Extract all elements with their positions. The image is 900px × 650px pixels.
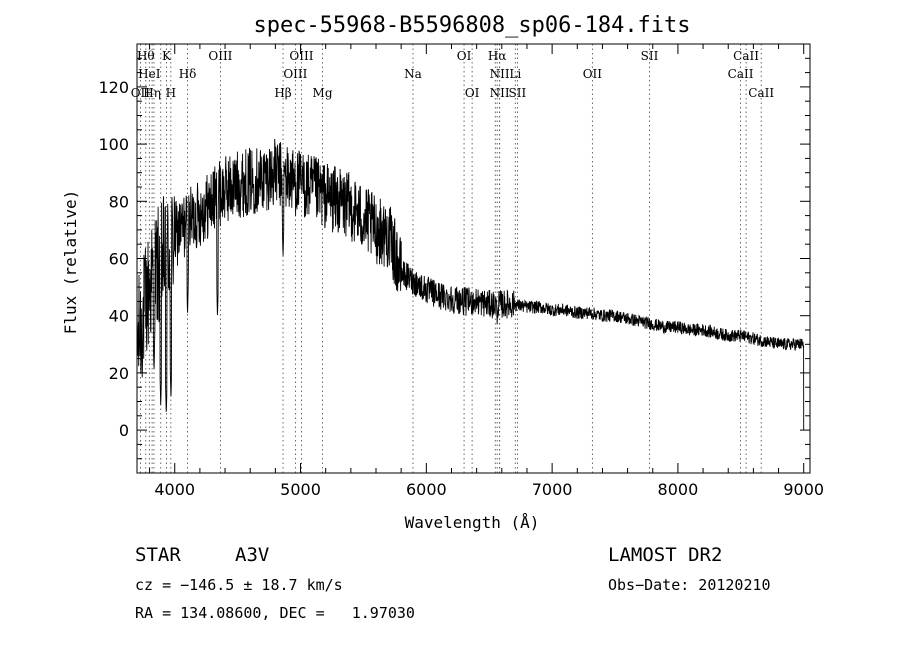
line-markers: OII Hθ HeI Hη K HHδ OIII Hβ OIII OIII Mg Na OI OI Hα NI…: [131, 44, 774, 473]
line-marker-label: SII: [641, 49, 659, 63]
y-tick-label: 80: [109, 192, 129, 211]
line-marker-label: OIII: [289, 49, 313, 63]
axes: 4000 5000 6000 7000 8000 9000 0 20 40 60 80 100 120: [98, 43, 824, 499]
chart-title: spec-55968-B5596808_sp06-184.fits: [253, 13, 690, 38]
line-marker-label: H: [166, 86, 176, 100]
y-tick-label: 100: [98, 135, 129, 154]
line-marker-label: Na: [404, 67, 422, 81]
line-marker-label: CaII: [748, 86, 774, 100]
line-marker-label: Li: [509, 67, 521, 81]
plot-frame: [136, 43, 811, 474]
x-tick-label: 8000: [658, 480, 699, 499]
plot-area: [136, 138, 805, 431]
x-tick-label: 9000: [783, 480, 824, 499]
redshift-cz: cz = −146.5 ± 18.7 km/s: [135, 576, 343, 594]
y-axis-label: Flux (relative): [61, 190, 80, 335]
line-marker-label: OII: [583, 67, 603, 81]
line-marker-label: Hα: [488, 49, 507, 63]
line-marker-label: SII: [509, 86, 527, 100]
y-tick-label: 120: [98, 78, 129, 97]
line-marker-label: Hθ: [137, 49, 155, 63]
line-marker-label: OIII: [283, 67, 307, 81]
y-tick-label: 0: [119, 421, 129, 440]
line-marker-label: Mg: [313, 86, 333, 100]
line-marker-label: Hβ: [274, 86, 291, 100]
line-marker-label: OI: [457, 49, 472, 63]
line-marker-label: HeI: [138, 67, 161, 81]
survey-name: LAMOST DR2: [608, 544, 723, 566]
line-marker-label: NII: [490, 67, 510, 81]
x-tick-label: 5000: [280, 480, 321, 499]
object-subclass: A3V: [235, 544, 270, 566]
line-marker-label: Hδ: [179, 67, 197, 81]
ra-dec: RA = 134.08600, DEC = 1.97030: [135, 604, 415, 622]
line-marker-label: CaII: [733, 49, 759, 63]
line-marker-label: OI: [465, 86, 480, 100]
y-tick-label: 40: [109, 307, 129, 326]
line-marker-label: NII: [490, 86, 510, 100]
line-marker-label: Hη: [143, 86, 161, 100]
x-axis-label: Wavelength (Å): [405, 513, 540, 532]
y-tick-label: 60: [109, 250, 129, 269]
x-tick-label: 4000: [154, 480, 195, 499]
line-marker-label: OIII: [208, 49, 232, 63]
line-marker-label: CaII: [728, 67, 754, 81]
obs-date: Obs−Date: 20120210: [608, 576, 771, 594]
spectrum-line: [136, 138, 805, 431]
object-class: STAR: [135, 544, 181, 566]
line-marker-label: K: [162, 49, 172, 63]
x-tick-label: 6000: [406, 480, 447, 499]
x-tick-label: 7000: [532, 480, 573, 499]
y-tick-label: 20: [109, 364, 129, 383]
